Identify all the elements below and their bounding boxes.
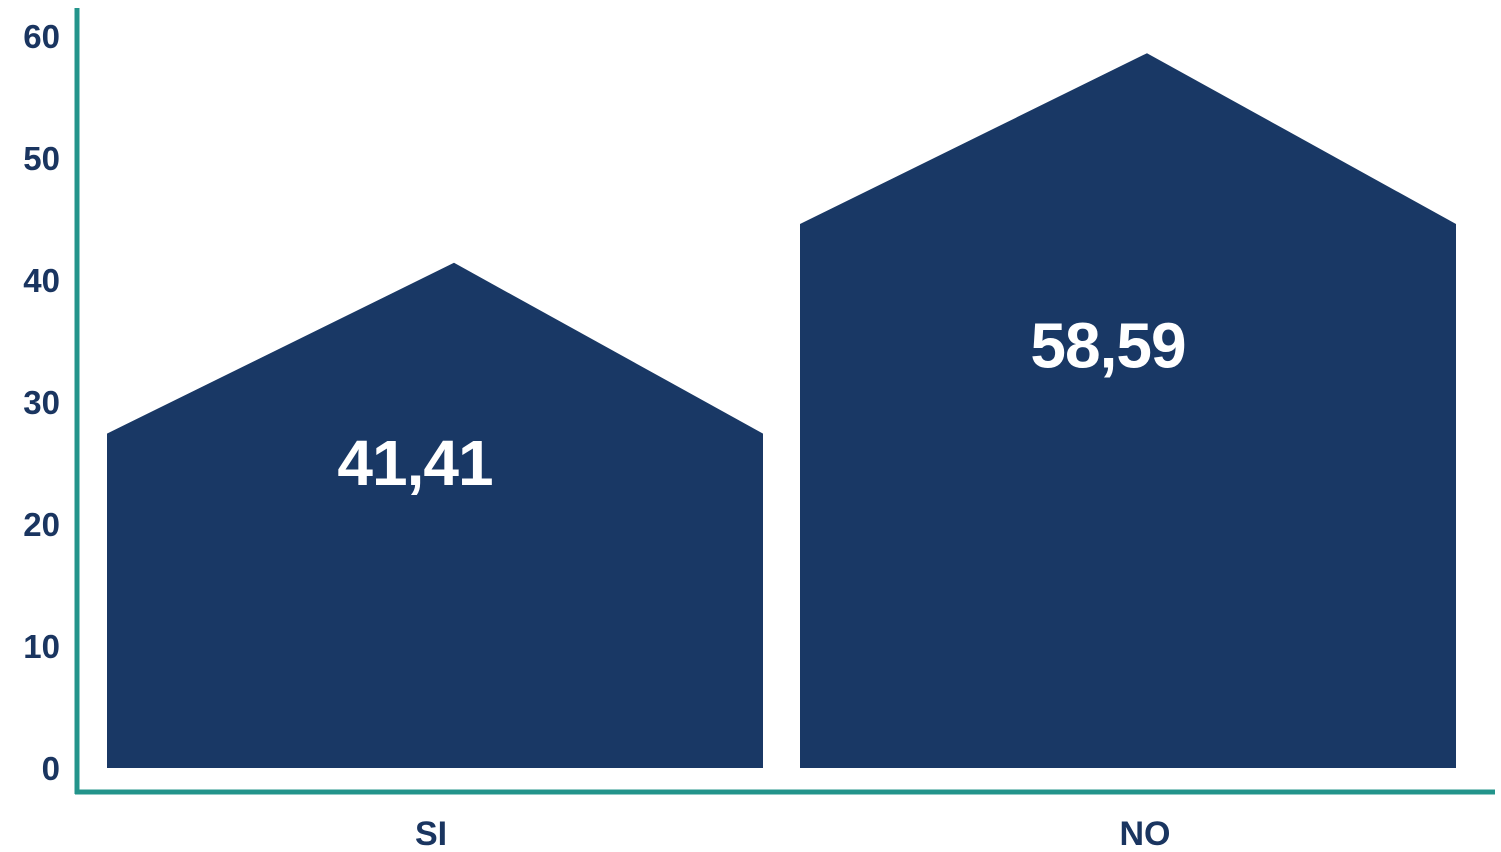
y-tick-labels: 0 10 20 30 40 50 60 [23, 18, 60, 787]
bars-layer [107, 53, 1456, 768]
y-tick-label-0: 0 [42, 750, 60, 787]
x-tick-labels: SI NO [415, 815, 1171, 852]
y-tick-label-20: 20 [23, 506, 60, 543]
y-tick-label-50: 50 [23, 140, 60, 177]
value-label-si: 41,41 [337, 427, 492, 499]
x-tick-label-no: NO [1120, 815, 1171, 852]
y-tick-label-40: 40 [23, 262, 60, 299]
value-label-no: 58,59 [1030, 310, 1185, 382]
bar-no [800, 53, 1456, 768]
y-tick-label-30: 30 [23, 384, 60, 421]
value-labels-layer: 41,41 58,59 [337, 310, 1186, 499]
y-tick-label-60: 60 [23, 18, 60, 55]
x-tick-label-si: SI [415, 815, 447, 852]
bar-si [107, 262, 763, 768]
y-tick-label-10: 10 [23, 628, 60, 665]
